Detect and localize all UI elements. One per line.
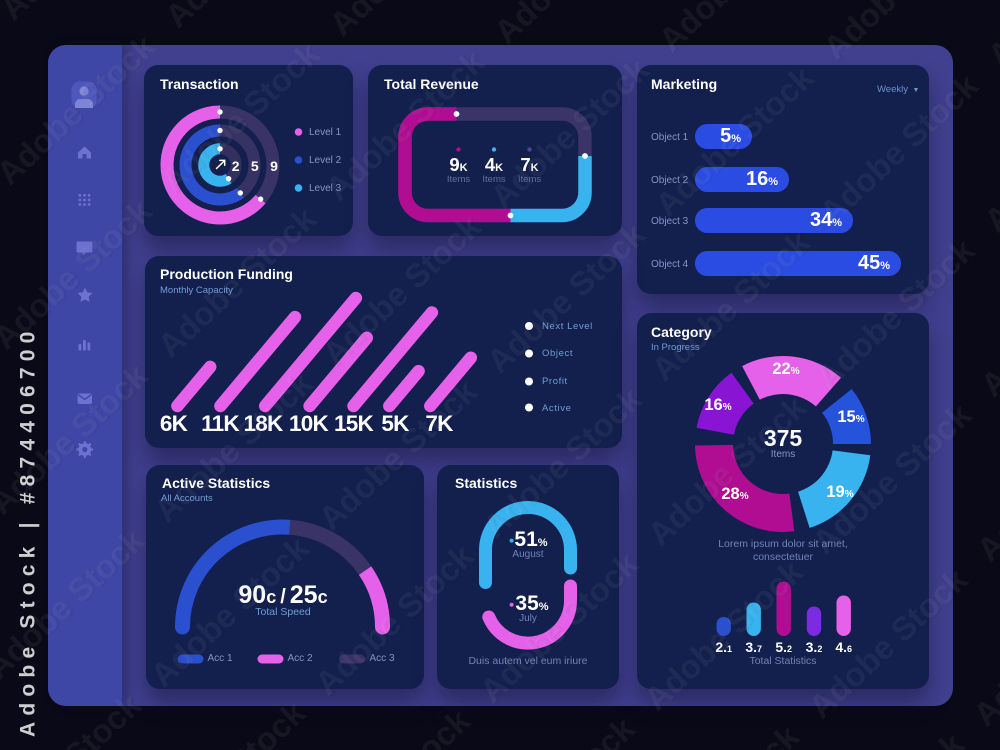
svg-text:Adobe Stock: Adobe Stock	[311, 372, 484, 537]
svg-text:Adobe Stock: Adobe Stock	[315, 207, 488, 372]
svg-text:Adobe Stock: Adobe Stock	[981, 0, 1000, 74]
svg-text:Adobe Stock: Adobe Stock	[469, 709, 642, 750]
svg-text:Adobe Stock: Adobe Stock	[966, 568, 1000, 733]
svg-text:Adobe Stock: Adobe Stock	[965, 733, 1000, 750]
svg-text:Adobe Stock: Adobe Stock	[158, 0, 331, 35]
svg-text:Adobe Stock: Adobe Stock	[640, 388, 813, 553]
svg-text:Adobe Stock: Adobe Stock	[0, 27, 163, 192]
svg-text:Adobe Stock: Adobe Stock	[319, 42, 492, 207]
svg-text:Adobe Stock: Adobe Stock	[805, 396, 978, 561]
svg-text:Adobe Stock: Adobe Stock	[472, 545, 645, 710]
svg-text:Adobe Stock: Adobe Stock	[147, 364, 320, 529]
svg-text:Adobe Stock: Adobe Stock	[644, 223, 817, 388]
svg-text:Adobe Stock: Adobe Stock	[143, 529, 316, 694]
svg-text:Adobe Stock: Adobe Stock	[801, 560, 974, 725]
svg-text:Adobe Stock: Adobe Stock	[633, 717, 806, 750]
svg-text:Adobe Stock: Adobe Stock	[308, 537, 481, 702]
svg-text:Adobe Stock: Adobe Stock	[483, 50, 656, 215]
svg-text:Adobe Stock: Adobe Stock	[487, 0, 660, 51]
svg-text:Adobe Stock: Adobe Stock	[0, 0, 166, 27]
svg-text:Adobe Stock: Adobe Stock	[476, 380, 649, 545]
svg-text:Adobe Stock: Adobe Stock	[962, 733, 1000, 750]
svg-text:Adobe Stock | #874406700: Adobe Stock | #874406700	[17, 326, 40, 738]
svg-text:Adobe Stock: Adobe Stock	[651, 0, 824, 59]
svg-text:Adobe Stock: Adobe Stock	[480, 215, 653, 380]
svg-text:Adobe Stock: Adobe Stock	[648, 58, 821, 223]
svg-text:Adobe Stock: Adobe Stock	[322, 0, 495, 43]
svg-text:Adobe Stock: Adobe Stock	[809, 231, 982, 396]
svg-text:Adobe Stock: Adobe Stock	[304, 701, 477, 750]
svg-text:Adobe Stock: Adobe Stock	[139, 694, 312, 750]
svg-text:Adobe Stock: Adobe Stock	[637, 552, 810, 717]
svg-text:Adobe Stock: Adobe Stock	[798, 725, 971, 750]
svg-text:Adobe Stock: Adobe Stock	[150, 199, 323, 364]
svg-text:Adobe Stock: Adobe Stock	[154, 35, 327, 200]
svg-text:Adobe Stock: Adobe Stock	[812, 66, 985, 231]
